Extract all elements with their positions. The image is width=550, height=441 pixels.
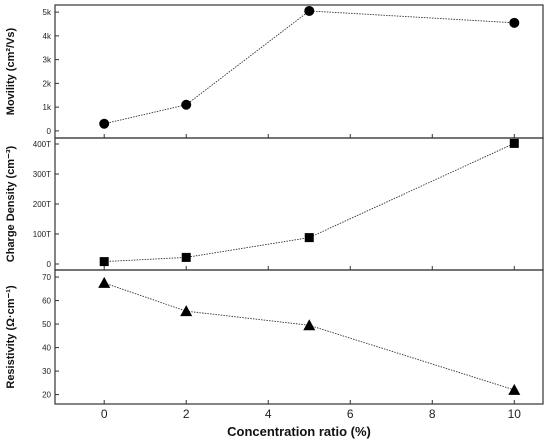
panel-frames [54,4,544,405]
y-tick-label: 100T [33,230,51,239]
panel-2: 0 100T 200T 300T 400T Charge Density (cm⁻³) [5,138,519,270]
x-tick-label: 8 [429,407,436,421]
data-point-circle [304,5,315,16]
x-axis-title: Concentration ratio (%) [227,424,371,439]
x-tick-label: 4 [265,407,272,421]
data-point-square [99,257,109,267]
series-line [104,142,515,263]
y-tick-label: 40 [42,344,51,353]
y-tick-label: 3k [43,56,52,65]
y-tick-label: 200T [33,200,51,209]
y-tick-label: 400T [33,140,51,149]
y-axis-title: Resistivity (Ω·cm⁻¹) [5,285,17,389]
series-line [104,282,515,391]
data-point-triangle [508,383,521,395]
panel-frame [54,137,544,271]
x-axis: 0 2 4 6 8 10 Concentration ratio (%) [101,407,521,439]
data-point-square [181,252,191,262]
y-tick-label: 1k [43,103,52,112]
y-tick-label: 20 [42,391,51,400]
y-tick-label: 2k [43,79,52,88]
y-axis-title: Charge Density (cm⁻³) [5,145,17,262]
y-axis-title: Movility (cm²/Vs) [5,27,17,115]
y-tick-label: 50 [42,320,51,329]
y-tick-label: 60 [42,297,51,306]
data-point-square [304,233,314,243]
panel-frame [54,269,544,405]
panel-1: 0 1k 2k 3k 4k 5k Movility (cm²/Vs) [5,5,520,138]
x-tick-label: 6 [347,407,354,421]
data-point-circle [99,118,110,129]
x-tick-label: 2 [183,407,190,421]
data-point-circle [181,99,192,110]
data-point-triangle [180,305,193,317]
y-tick-label: 0 [47,260,52,269]
y-tick-label: 0 [47,127,52,136]
series-line [104,10,515,125]
panel-3: 20 30 40 50 60 70 Resistivity (Ω·cm⁻¹) [5,273,521,404]
data-point-triangle [303,319,316,331]
data-point-circle [509,17,520,28]
data-point-triangle [98,276,111,288]
y-tick-label: 70 [42,273,51,282]
y-tick-label: 4k [43,32,52,41]
x-tick-label: 0 [101,407,108,421]
x-tick-label: 10 [508,407,522,421]
y-tick-label: 300T [33,170,51,179]
y-tick-label: 30 [42,367,51,376]
data-point-square [509,138,519,148]
y-tick-label: 5k [43,8,52,17]
